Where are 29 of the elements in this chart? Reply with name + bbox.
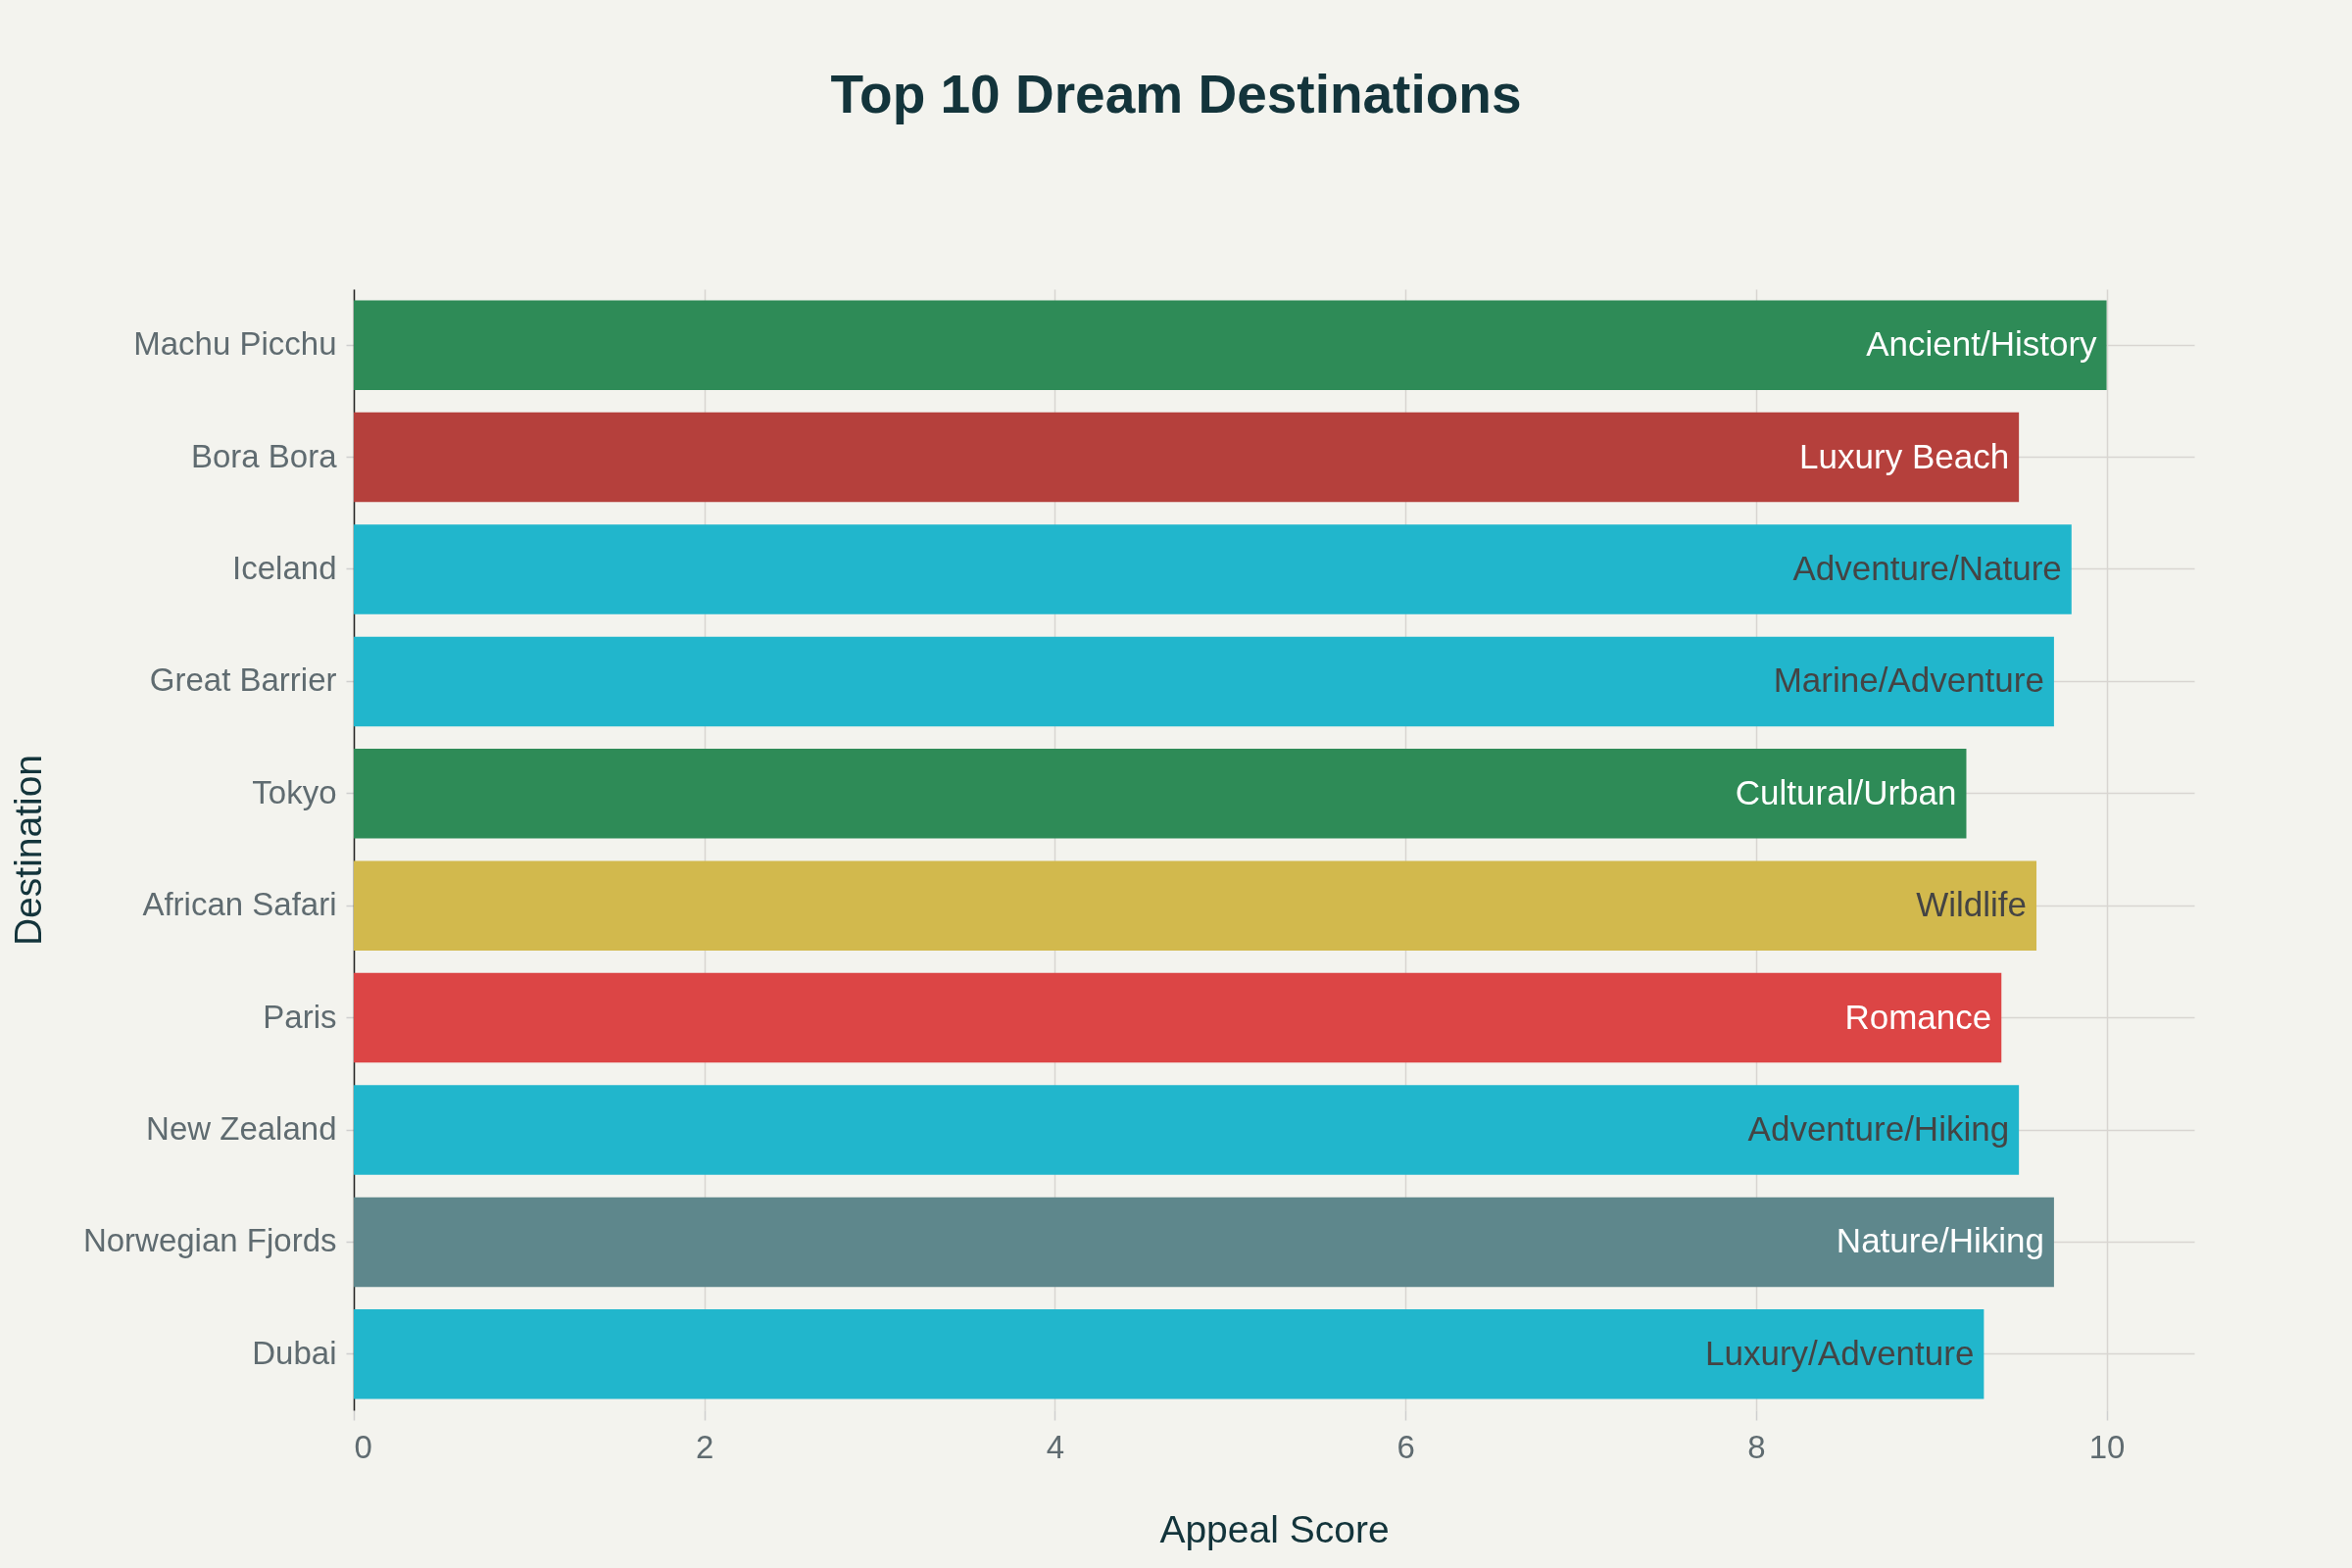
y-tick-label: Bora Bora [190,437,338,474]
data-label: Luxury/Adventure [1705,1333,1975,1372]
y-tick-label: African Safari [142,886,337,923]
data-label: Ancient/History [1866,324,2098,364]
chart-title: Top 10 Dream Destinations [830,64,1522,124]
x-tick-label: 8 [1747,1428,1766,1465]
y-tick-label: Paris [263,998,337,1035]
y-tick-label: Great Barrier [149,662,337,699]
y-tick-label: Dubai [252,1334,337,1371]
data-label: Wildlife [1916,885,2028,924]
data-label: Nature/Hiking [1836,1221,2044,1260]
x-tick-label: 10 [2088,1428,2126,1465]
data-label: Cultural/Urban [1735,772,1957,811]
data-label: Romance [1844,997,1992,1036]
data-label: Luxury Beach [1799,436,2010,475]
x-tick-label: 0 [354,1428,372,1465]
x-axis-title: Appeal Score [1159,1507,1390,1550]
x-tick-label: 6 [1396,1428,1415,1465]
data-label: Adventure/Nature [1792,549,2062,587]
y-axis-title: Destination [6,754,49,947]
data-label: Adventure/Hiking [1747,1109,2010,1148]
y-tick-label: Norwegian Fjords [82,1222,337,1259]
y-tick-label: New Zealand [146,1110,337,1147]
y-tick-label: Iceland [232,550,337,586]
y-tick-label: Machu Picchu [133,325,337,363]
y-tick-label: Tokyo [252,773,337,810]
x-tick-label: 4 [1046,1428,1065,1465]
data-label: Marine/Adventure [1773,661,2044,700]
x-tick-label: 2 [696,1428,714,1465]
